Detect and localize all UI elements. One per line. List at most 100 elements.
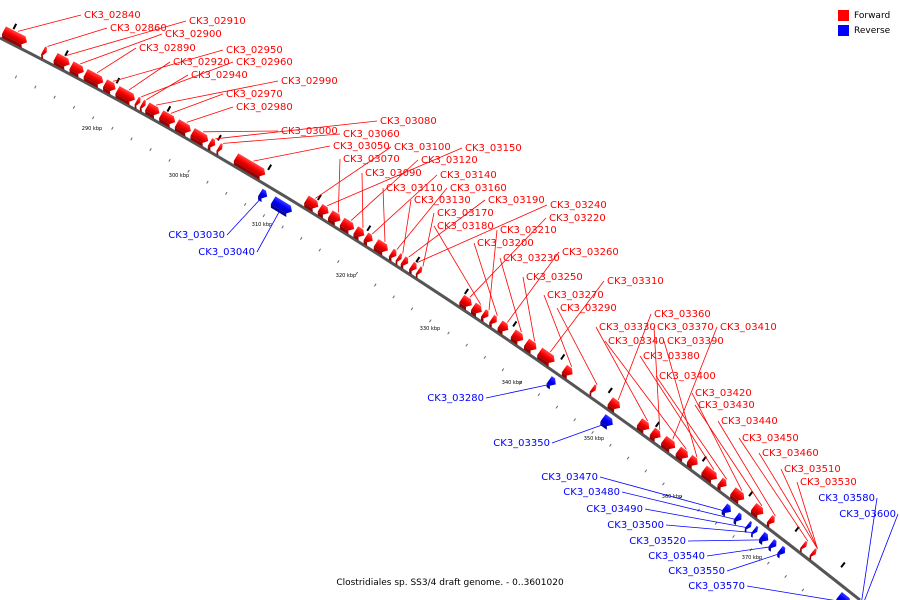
reverse-leader-line bbox=[599, 476, 727, 512]
forward-gene-label: CK3_03050 bbox=[333, 141, 390, 152]
reverse-leader-line bbox=[256, 207, 282, 253]
forward-leader-line bbox=[473, 242, 498, 316]
forward-gene-label: CK3_03510 bbox=[784, 464, 841, 475]
forward-gene-label: CK3_03310 bbox=[607, 276, 664, 287]
forward-gene bbox=[339, 217, 355, 235]
tick-minor bbox=[243, 202, 247, 206]
forward-leader-line bbox=[80, 33, 163, 65]
forward-gene-label: CK3_03450 bbox=[742, 433, 799, 444]
reverse-gene bbox=[546, 376, 556, 390]
tick-minor bbox=[537, 393, 541, 397]
reverse-gene bbox=[836, 592, 851, 600]
forward-gene bbox=[661, 435, 676, 453]
scale-label: 340 kbp bbox=[502, 380, 522, 386]
forward-gene-label: CK3_03110 bbox=[386, 183, 443, 194]
legend-label-forward: Forward bbox=[854, 10, 891, 21]
reverse-gene bbox=[751, 525, 759, 538]
forward-leader-line bbox=[595, 326, 648, 422]
tick-minor bbox=[299, 236, 303, 241]
reverse-leader-line bbox=[864, 513, 899, 600]
forward-leader-line bbox=[17, 14, 82, 32]
legend-label-reverse: Reverse bbox=[854, 25, 891, 36]
tick-minor bbox=[697, 508, 700, 512]
forward-gene-label: CK3_03460 bbox=[762, 448, 819, 459]
reverse-gene-label: CK3_03550 bbox=[668, 566, 725, 577]
tick-major bbox=[64, 50, 69, 57]
tick-major bbox=[840, 561, 846, 568]
gene-labels: CK3_02840 CK3_02860 CK3_02910 CK3_02900 CK3_… bbox=[84, 10, 896, 592]
reverse-gene bbox=[768, 539, 777, 552]
forward-leader-line bbox=[350, 159, 419, 221]
tick-major bbox=[316, 194, 322, 201]
tick-minor bbox=[609, 443, 612, 447]
tick-major bbox=[560, 353, 566, 360]
tick-major bbox=[654, 421, 661, 428]
forward-gene bbox=[115, 86, 135, 106]
forward-gene bbox=[233, 153, 266, 180]
forward-gene bbox=[53, 53, 70, 71]
legend-item-reverse: Reverse bbox=[838, 23, 890, 38]
tick-minor bbox=[447, 331, 450, 335]
tick-minor bbox=[392, 295, 395, 299]
forward-leader-line bbox=[402, 199, 412, 254]
forward-leader-line bbox=[738, 437, 809, 542]
forward-leader-line bbox=[780, 468, 818, 549]
forward-gene-label: CK3_03210 bbox=[500, 225, 557, 236]
forward-leader-line bbox=[604, 340, 687, 450]
forward-gene bbox=[415, 266, 423, 279]
tick-major bbox=[512, 320, 518, 327]
forward-gene-label: CK3_03150 bbox=[465, 143, 522, 154]
forward-gene-label: CK3_02910 bbox=[189, 16, 246, 27]
tick-minor bbox=[91, 116, 95, 120]
reverse-gene-label: CK3_03540 bbox=[648, 551, 705, 562]
genome-backbone bbox=[0, 36, 861, 600]
reverse-leader-line bbox=[706, 546, 773, 557]
forward-gene bbox=[327, 210, 341, 226]
forward-gene-label: CK3_03440 bbox=[721, 416, 778, 427]
reverse-gene bbox=[270, 196, 292, 218]
forward-gene bbox=[523, 338, 537, 355]
tick-minor bbox=[281, 225, 284, 229]
forward-gene-label: CK3_02940 bbox=[191, 70, 248, 81]
forward-leader-line bbox=[488, 229, 498, 311]
reverse-gene-label: CK3_03470 bbox=[541, 472, 598, 483]
tick-major bbox=[607, 387, 613, 394]
tick-minor bbox=[555, 405, 559, 409]
forward-gene-label: CK3_03390 bbox=[667, 336, 724, 347]
forward-gene bbox=[480, 309, 489, 323]
forward-gene-label: CK3_02960 bbox=[236, 57, 293, 68]
forward-gene-label: CK3_03260 bbox=[562, 247, 619, 258]
reverse-gene-label: CK3_03280 bbox=[427, 393, 484, 404]
forward-gene bbox=[353, 226, 365, 241]
forward-gene bbox=[730, 487, 745, 505]
forward-gene bbox=[409, 261, 417, 275]
tick-minor bbox=[483, 355, 487, 359]
forward-gene bbox=[83, 68, 104, 89]
forward-gene bbox=[317, 203, 329, 219]
forward-gene bbox=[675, 446, 689, 463]
tick-major bbox=[115, 77, 121, 84]
forward-gene-label: CK3_03380 bbox=[643, 351, 700, 362]
forward-leader-line bbox=[223, 133, 341, 144]
forward-gene bbox=[561, 364, 573, 380]
forward-gene-label: CK3_03340 bbox=[608, 336, 665, 347]
scale-label: 350 kbp bbox=[584, 436, 604, 442]
forward-gene bbox=[363, 232, 373, 247]
reverse-gene-label: CK3_03580 bbox=[818, 493, 875, 504]
forward-gene bbox=[750, 503, 764, 519]
tick-minor bbox=[72, 105, 76, 110]
tick-minor bbox=[206, 180, 209, 184]
forward-gene-label: CK3_03070 bbox=[343, 154, 400, 165]
forward-gene bbox=[537, 347, 555, 367]
tick-minor bbox=[34, 85, 37, 89]
tick-major bbox=[267, 164, 273, 171]
forward-gene-label: CK3_02860 bbox=[110, 23, 167, 34]
scale-label: 290 kbp bbox=[82, 126, 102, 132]
forward-leader-line bbox=[796, 481, 818, 549]
reverse-leader-line bbox=[746, 585, 835, 600]
tick-minor bbox=[14, 75, 18, 79]
forward-leader-line bbox=[469, 217, 547, 298]
forward-gene-label: CK3_03180 bbox=[437, 221, 494, 232]
forward-gene bbox=[636, 418, 650, 434]
tick-major bbox=[464, 288, 469, 295]
